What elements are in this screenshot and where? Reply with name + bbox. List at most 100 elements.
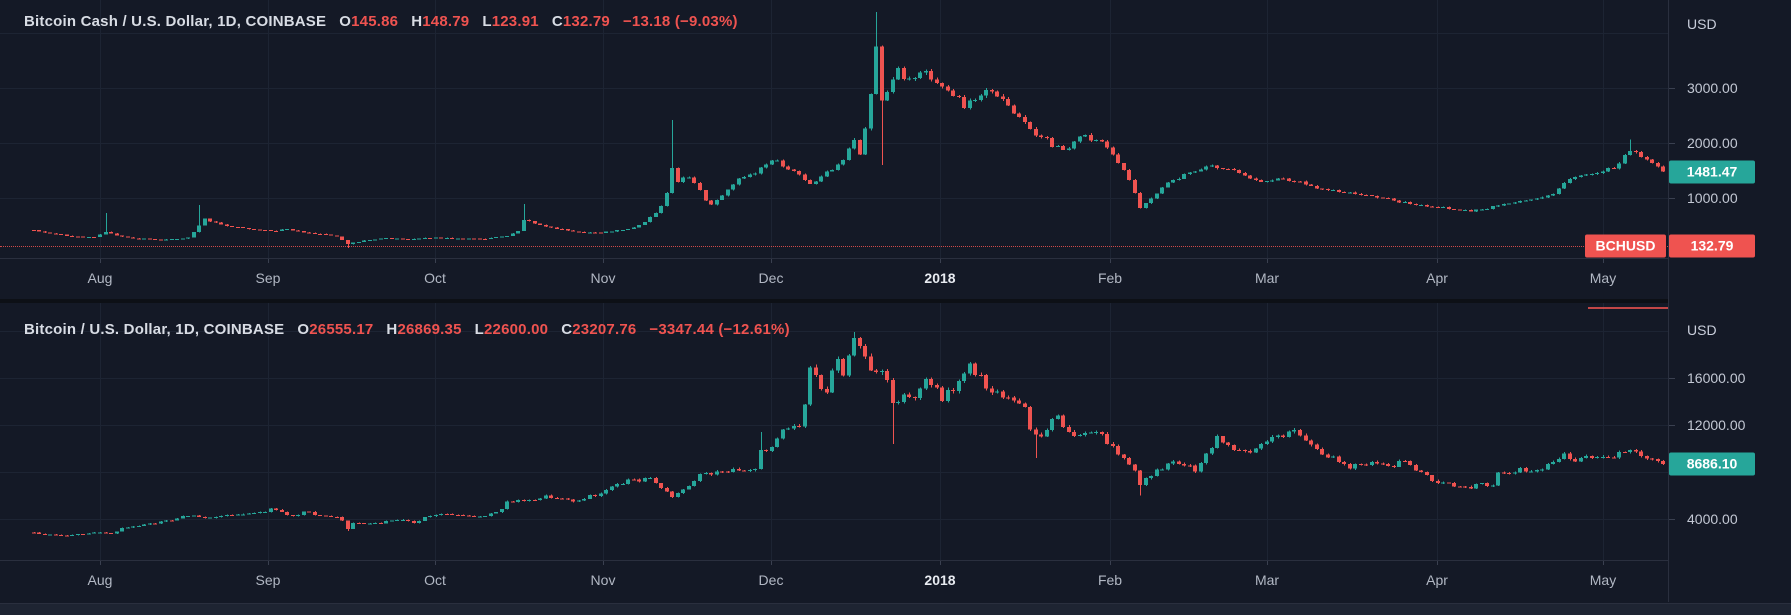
time-axis-month-label: Aug xyxy=(87,270,113,286)
price-scale[interactable]: USD 3000.00 2000.00 1000.00 USD 16000.00 12000… xyxy=(1668,0,1791,602)
horizontal-gridline xyxy=(0,88,1668,89)
price-scale-tick xyxy=(1669,88,1675,89)
time-axis-tick xyxy=(1267,561,1268,565)
close-label: C xyxy=(551,13,563,30)
bchusd-price-badge: 132.79 xyxy=(1669,234,1755,258)
horizontal-gridline xyxy=(0,519,1668,520)
vertical-gridline xyxy=(771,303,772,560)
time-axis-tick xyxy=(940,259,941,263)
time-axis-month-label: Feb xyxy=(1097,270,1123,286)
time-axis-tick xyxy=(1603,259,1604,263)
scale-currency-label: USD xyxy=(1687,322,1717,338)
open-value: 26555.17 xyxy=(309,321,374,338)
btcusd-candlestick-chart[interactable] xyxy=(0,303,1668,560)
price-tick-label: 12000.00 xyxy=(1687,417,1746,433)
vertical-gridline xyxy=(603,0,604,258)
time-axis-tick xyxy=(1437,259,1438,263)
high-label: H xyxy=(411,13,423,30)
time-axis-tick xyxy=(1110,259,1111,263)
close-value: 132.79 xyxy=(562,13,610,30)
time-axis-month-label: Oct xyxy=(424,270,446,286)
price-tick-label: 1000.00 xyxy=(1687,190,1738,206)
horizontal-gridline xyxy=(0,143,1668,144)
time-axis-month-label: Aug xyxy=(87,572,113,588)
low-label: L xyxy=(474,321,485,338)
time-axis-tick xyxy=(268,259,269,263)
bchusd-legend[interactable]: Bitcoin Cash / U.S. Dollar, 1D, COINBASE… xyxy=(24,13,738,30)
time-axis-tick xyxy=(1603,561,1604,565)
pane-divider[interactable] xyxy=(0,299,1791,303)
time-axis-month-label: Apr xyxy=(1426,572,1448,588)
btcusd-last-price-badge: 8686.10 xyxy=(1669,452,1755,476)
time-axis-month-label: Nov xyxy=(590,270,616,286)
open-value: 145.86 xyxy=(351,13,399,30)
bchusd-time-axis[interactable]: Aug Sep Oct Nov Dec 2018 Feb Mar Apr May xyxy=(0,258,1668,300)
horizontal-gridline xyxy=(0,425,1668,426)
high-label: H xyxy=(386,321,398,338)
close-value: 23207.76 xyxy=(572,321,637,338)
time-axis-tick xyxy=(771,259,772,263)
bchusd-current-price-line xyxy=(0,246,1668,247)
vertical-gridline xyxy=(435,303,436,560)
vertical-gridline xyxy=(1267,0,1268,258)
price-scale-tick xyxy=(1669,519,1675,520)
change-value: −13.18 (−9.03%) xyxy=(622,13,738,30)
time-axis-tick xyxy=(100,561,101,565)
btcusd-current-price-line-clipped xyxy=(1588,307,1668,309)
bchusd-candles xyxy=(32,12,1665,249)
high-value: 26869.35 xyxy=(397,321,462,338)
vertical-gridline xyxy=(1267,303,1268,560)
time-axis-tick xyxy=(1267,259,1268,263)
time-axis-month-label: Mar xyxy=(1254,270,1280,286)
time-axis-year-label: 2018 xyxy=(924,270,956,286)
vertical-gridline xyxy=(1110,303,1111,560)
time-axis-tick xyxy=(268,561,269,565)
time-axis-month-label: Apr xyxy=(1426,270,1448,286)
vertical-gridline xyxy=(268,303,269,560)
time-axis-tick xyxy=(435,561,436,565)
bchusd-symbol-badge: BCHUSD xyxy=(1585,234,1666,258)
vertical-gridline xyxy=(1437,303,1438,560)
horizontal-gridline xyxy=(0,331,1668,332)
price-scale-tick xyxy=(1669,378,1675,379)
symbol-title: Bitcoin Cash / U.S. Dollar, 1D, COINBASE xyxy=(24,13,327,30)
window-bottom-strip xyxy=(0,603,1791,615)
bchusd-pane[interactable]: Bitcoin Cash / U.S. Dollar, 1D, COINBASE… xyxy=(0,0,1668,258)
horizontal-gridline xyxy=(0,198,1668,199)
time-axis-month-label: Sep xyxy=(255,270,281,286)
price-scale-tick xyxy=(1669,425,1675,426)
horizontal-gridline xyxy=(0,472,1668,473)
vertical-gridline xyxy=(100,303,101,560)
btcusd-legend[interactable]: Bitcoin / U.S. Dollar, 1D, COINBASE O2655… xyxy=(24,321,790,338)
bchusd-last-price-badge: 1481.47 xyxy=(1669,160,1755,184)
close-label: C xyxy=(561,321,573,338)
open-label: O xyxy=(297,321,310,338)
btcusd-candles xyxy=(32,332,1665,537)
time-axis-tick xyxy=(940,561,941,565)
vertical-gridline xyxy=(1110,0,1111,258)
price-tick-label: 2000.00 xyxy=(1687,135,1738,151)
price-scale-tick xyxy=(1669,143,1675,144)
price-tick-label: 4000.00 xyxy=(1687,511,1738,527)
time-axis-month-label: Feb xyxy=(1097,572,1123,588)
time-axis-tick xyxy=(100,259,101,263)
time-axis-tick xyxy=(1110,561,1111,565)
price-scale-tick xyxy=(1669,198,1675,199)
vertical-gridline xyxy=(603,303,604,560)
low-value: 22600.00 xyxy=(484,321,549,338)
price-tick-label: 3000.00 xyxy=(1687,80,1738,96)
low-value: 123.91 xyxy=(491,13,539,30)
time-axis-month-label: May xyxy=(1589,270,1617,286)
time-axis-tick xyxy=(603,561,604,565)
time-axis-month-label: Sep xyxy=(255,572,281,588)
symbol-title: Bitcoin / U.S. Dollar, 1D, COINBASE xyxy=(24,321,285,338)
bchusd-candlestick-chart[interactable] xyxy=(0,0,1668,258)
btcusd-time-axis[interactable]: Aug Sep Oct Nov Dec 2018 Feb Mar Apr May xyxy=(0,560,1668,604)
time-axis-tick xyxy=(603,259,604,263)
btcusd-pane[interactable]: Bitcoin / U.S. Dollar, 1D, COINBASE O2655… xyxy=(0,303,1668,560)
vertical-gridline xyxy=(1603,0,1604,258)
time-axis-tick xyxy=(771,561,772,565)
time-axis-month-label: Dec xyxy=(758,572,784,588)
time-axis-month-label: Oct xyxy=(424,572,446,588)
low-label: L xyxy=(482,13,492,30)
